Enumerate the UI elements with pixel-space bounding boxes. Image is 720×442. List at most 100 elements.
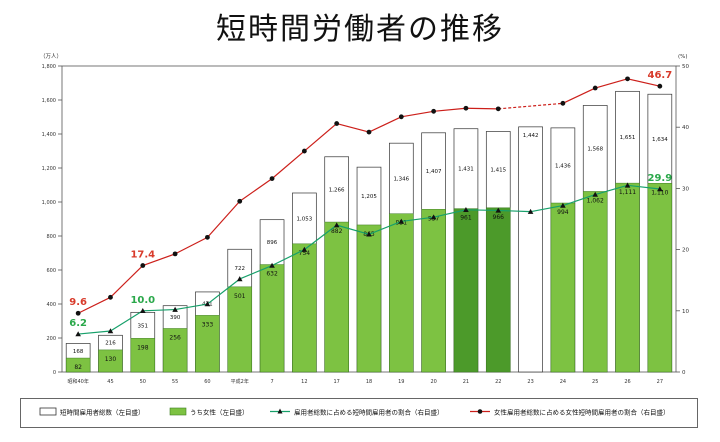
part-time-ratio-line-segment xyxy=(142,308,176,312)
bar-total-label: 216 xyxy=(105,341,116,347)
female-ratio-point xyxy=(592,85,598,91)
part-time-ratio-point xyxy=(398,218,405,224)
bar-female xyxy=(389,213,414,373)
right-axis-tick-label: 50 xyxy=(682,64,689,70)
category-label: 23 xyxy=(527,379,533,385)
bar-female-label: 882 xyxy=(331,228,343,235)
bar-total-label: 390 xyxy=(170,315,181,321)
bar-female-label: 1,062 xyxy=(587,197,604,204)
bar-female xyxy=(356,224,382,373)
left-axis-tick-label: 800 xyxy=(46,234,56,240)
bar-female xyxy=(453,208,479,373)
female-ratio-point xyxy=(205,234,210,240)
female-ratio-line-segment xyxy=(142,253,176,267)
female-ratio-line-segment xyxy=(433,107,467,112)
category-label: 18 xyxy=(366,379,372,385)
category-label: 25 xyxy=(592,379,598,385)
bar-female-label: 966 xyxy=(493,214,505,221)
part-time-ratio-line-segment xyxy=(530,204,564,213)
female-ratio-line-segment xyxy=(271,150,305,180)
right-axis-tick-label: 40 xyxy=(682,125,689,131)
category-label: 平成2年 xyxy=(231,378,249,385)
part-time-ratio-line-segment xyxy=(110,310,144,332)
bar-female-label: 754 xyxy=(299,250,311,257)
part-time-ratio-point xyxy=(204,301,211,307)
part-time-ratio-point xyxy=(430,214,437,220)
part-time-ratio-point xyxy=(624,182,631,188)
category-label: 21 xyxy=(463,379,469,385)
category-label: 60 xyxy=(204,379,210,385)
bar-total-label: 896 xyxy=(267,240,278,246)
part-time-ratio-point xyxy=(172,306,178,312)
female-ratio-point xyxy=(108,294,113,300)
bar-total-label: 1,346 xyxy=(393,176,409,182)
female-ratio-point xyxy=(463,105,469,111)
female-ratio-annotation: 17.4 xyxy=(130,250,155,261)
left-axis-unit: （万人） xyxy=(40,53,62,60)
left-axis-tick-label: 200 xyxy=(46,336,56,342)
part-time-ratio-line-segment xyxy=(175,303,208,311)
bar-total-label: 1,651 xyxy=(620,135,636,141)
right-axis-tick-label: 20 xyxy=(682,248,689,254)
bar-female xyxy=(195,315,220,373)
legend xyxy=(20,398,698,428)
female-ratio-point xyxy=(495,106,501,112)
female-ratio-point xyxy=(75,310,81,316)
category-label: 19 xyxy=(398,379,404,385)
part-time-ratio-point xyxy=(657,186,663,192)
part-time-ratio-point xyxy=(592,191,599,197)
left-axis-tick-label: 1,400 xyxy=(42,132,56,138)
female-ratio-line-segment xyxy=(110,265,144,298)
female-ratio-line-segment xyxy=(595,78,628,89)
category-label: 17 xyxy=(333,379,339,385)
part-time-ratio-line-segment xyxy=(271,249,305,267)
part-time-ratio-point xyxy=(527,208,534,214)
part-time-ratio-annotation: 29.9 xyxy=(647,173,672,184)
left-axis-tick-label: 1,600 xyxy=(42,98,56,104)
category-label: 22 xyxy=(495,379,501,385)
part-time-ratio-point xyxy=(560,202,566,208)
bar-total-label: 1,431 xyxy=(458,167,474,173)
bar-female-label: 501 xyxy=(234,293,246,300)
bar-total-label: 1,634 xyxy=(652,137,668,143)
female-ratio-point xyxy=(269,176,275,182)
part-time-ratio-line-segment xyxy=(562,193,596,207)
bar-female xyxy=(98,349,123,373)
bar-female-label: 1,111 xyxy=(619,189,636,196)
female-ratio-point xyxy=(625,76,630,82)
part-time-ratio-line-segment xyxy=(304,224,338,251)
bar-female-label: 198 xyxy=(137,344,149,351)
bar-female xyxy=(647,183,673,373)
left-axis-tick-label: 1,800 xyxy=(42,64,56,70)
category-label: 45 xyxy=(107,379,113,385)
bar-female xyxy=(486,207,511,373)
legend-swatch-female xyxy=(169,407,187,416)
bar-total-label: 1,053 xyxy=(296,216,312,222)
part-time-ratio-point xyxy=(366,231,372,237)
female-ratio-line-dashed-segment xyxy=(498,102,563,110)
bar-female-label: 994 xyxy=(557,209,569,216)
female-ratio-point xyxy=(431,108,437,114)
female-ratio-line-segment xyxy=(303,123,338,152)
bar-total-label: 1,415 xyxy=(490,168,506,174)
female-ratio-point xyxy=(657,83,663,89)
female-ratio-point xyxy=(237,198,243,204)
bar-female-label: 82 xyxy=(74,364,82,371)
part-time-ratio-annotation: 10.0 xyxy=(130,295,155,306)
bar-total-label: 722 xyxy=(234,266,245,272)
bar-female xyxy=(65,357,91,373)
female-ratio-line-segment xyxy=(206,200,241,238)
bar-female xyxy=(292,243,317,373)
part-time-ratio-point xyxy=(333,222,340,228)
legend-label-female: うち女性（左目盛） xyxy=(190,408,249,417)
part-time-ratio-point xyxy=(463,207,469,213)
bar-female-label: 1,110 xyxy=(651,189,668,196)
female-ratio-point xyxy=(140,263,146,268)
bar-female-label: 632 xyxy=(266,271,278,278)
bar-female-label: 130 xyxy=(105,356,117,363)
part-time-ratio-point xyxy=(495,207,502,213)
female-ratio-point xyxy=(334,121,340,126)
part-time-ratio-point xyxy=(301,246,308,252)
part-time-ratio-line-segment xyxy=(627,184,660,190)
bar-total-label: 1,436 xyxy=(555,163,571,169)
